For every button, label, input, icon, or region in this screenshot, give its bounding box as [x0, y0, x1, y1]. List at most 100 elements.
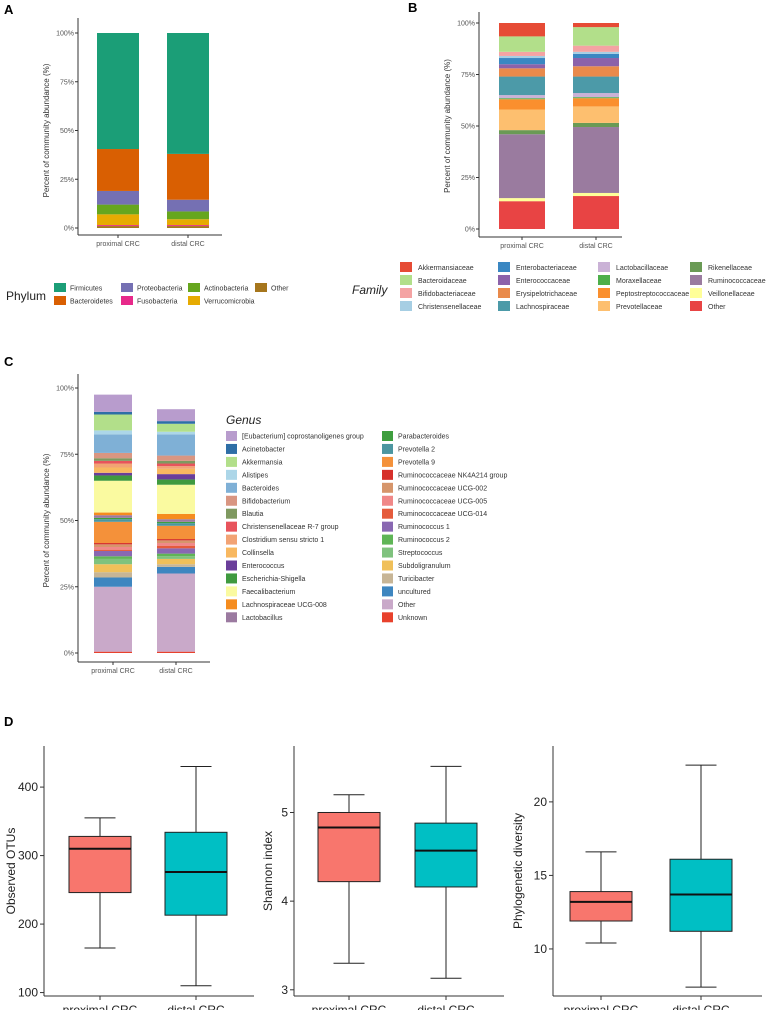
bar-segment-peptostreptococcaceae-distal-crc: [573, 98, 619, 107]
bar-segment-akkermansiaceae-distal-crc: [573, 23, 619, 28]
y-tick-label: 100%: [56, 31, 74, 38]
bar-segment-lachnospiraceae-proximal-crc: [499, 76, 545, 96]
bar-segment-ruminococcaceae-ucg-005-proximal-crc: [94, 547, 132, 550]
legend-swatch-enterobacteriaceae: [498, 262, 510, 272]
legend-label-rikenellaceae: Rikenellaceae: [708, 265, 752, 272]
y-tick-label: 50%: [60, 128, 74, 135]
legend-label-bacteroidaceae: Bacteroidaceae: [418, 278, 467, 285]
bar-segment-firmicutes-proximal-crc: [97, 33, 139, 150]
bar-segment-ruminococcaceae-nk4a214-group-proximal-crc: [94, 543, 132, 545]
legend-label-prevotella-2: Prevotella 2: [398, 446, 435, 453]
bar-segment-prevotella-2-proximal-crc: [94, 519, 132, 522]
legend-label-ruminococcaceae-nk4a214-group: Ruminococcaceae NK4A214 group: [398, 472, 507, 479]
box-proximal-crc: [317, 811, 381, 883]
legend-swatch-prevotellaceae: [598, 301, 610, 311]
bar-segment-parabacteroides-proximal-crc: [94, 517, 132, 520]
legend-swatch-unknown: [382, 612, 393, 623]
bar-segment-other-distal-crc: [573, 196, 619, 229]
legend-label-ruminococcaceae-ucg-014: Ruminococcaceae UCG-014: [398, 511, 487, 518]
bar-segment-enterococcaceae-distal-crc: [573, 58, 619, 67]
legend-label-enterococcaceae: Enterococcaceae: [516, 278, 570, 285]
y-tick-label: 100%: [56, 386, 74, 393]
legend-swatch-clostridium-sensu-stricto-1: [226, 534, 237, 545]
legend-swatch-ruminococcaceae-nk4a214-group: [382, 469, 393, 480]
bar-segment-eubacterium-coprostanoligenes-group-proximal-crc: [94, 394, 132, 412]
legend-swatch-uncultured: [382, 586, 393, 597]
y-tick-label: 75%: [461, 72, 475, 79]
bar-segment-enterococcaceae-proximal-crc: [499, 64, 545, 69]
y-tick-label: 100%: [457, 21, 475, 28]
bar-segment-ruminococcaceae-proximal-crc: [499, 134, 545, 199]
legend-swatch-christensenellaceae-r-7-group: [226, 521, 237, 532]
legend-swatch-fusobacteria: [121, 296, 133, 305]
bar-segment-veillonellaceae-distal-crc: [573, 192, 619, 197]
legend-label-bifidobacterium: Bifidobacterium: [242, 498, 290, 505]
legend-label-veillonellaceae: Veillonellaceae: [708, 291, 755, 298]
bar-segment-bacteroidetes-distal-crc: [167, 153, 209, 200]
panel-label-a: A: [4, 2, 14, 17]
bar-segment-other-distal-crc: [157, 573, 195, 652]
bar-segment-alistipes-proximal-crc: [94, 430, 132, 435]
legend-swatch-ruminococcus-1: [382, 521, 393, 532]
y-axis-title: Phylogenetic diversity: [511, 813, 525, 929]
bar-segment-lactobacillus-proximal-crc: [94, 515, 132, 518]
legend-label-akkermansiaceae: Akkermansiaceae: [418, 265, 474, 272]
bar-segment-other-proximal-crc: [499, 201, 545, 229]
bar-segment-akkermansia-distal-crc: [157, 423, 195, 432]
legend-swatch-firmicutes: [54, 283, 66, 292]
panel-c-chart: 0% 25% 50% 75% 100% Percent of community abun…: [42, 374, 507, 675]
legend-swatch-prevotella-9: [382, 456, 393, 467]
bar-segment-other-distal-crc: [167, 226, 209, 228]
y-tick-label: 400: [18, 780, 38, 794]
legend-swatch-lactobacillus: [226, 612, 237, 623]
legend-label-bacteroides: Bacteroides: [242, 485, 279, 492]
bar-segment-bacteroides-distal-crc: [157, 434, 195, 456]
bar-segment-faecalibacterium-distal-crc: [157, 484, 195, 514]
legend-swatch-lactobacillaceae: [598, 262, 610, 272]
legend-label-unknown: Unknown: [398, 615, 427, 622]
legend-swatch-blautia: [226, 508, 237, 519]
bar-segment-blautia-proximal-crc: [94, 458, 132, 461]
bar-segment-lachnospiraceae-distal-crc: [573, 76, 619, 94]
legend-swatch-akkermansiaceae: [400, 262, 412, 272]
bar-segment-peptostreptococcaceae-proximal-crc: [499, 99, 545, 110]
bar-segment-proteobacteria-distal-crc: [167, 199, 209, 212]
legend-label-enterococcus: Enterococcus: [242, 563, 285, 570]
x-tick-label: proximal CRC: [564, 1003, 639, 1010]
bar-segment-prevotella-2-distal-crc: [157, 523, 195, 526]
bar-segment-escherichia-shigella-proximal-crc: [94, 475, 132, 481]
bar-segment-prevotella-9-proximal-crc: [94, 521, 132, 544]
bar-segment-parabacteroides-distal-crc: [157, 521, 195, 524]
panel-label-c: C: [4, 354, 14, 369]
y-tick-label: 75%: [60, 79, 74, 86]
y-tick-label: 25%: [461, 175, 475, 182]
legend-swatch-eubacterium-coprostanoligenes-group: [226, 431, 237, 441]
bar-segment-prevotella-9-distal-crc: [157, 525, 195, 540]
legend-label-streptococcus: Streptococcus: [398, 550, 443, 557]
bar-segment-other-proximal-crc: [94, 586, 132, 652]
bar-segment-verrucomicrobia-proximal-crc: [97, 214, 139, 226]
bar-segment-actinobacteria-distal-crc: [167, 211, 209, 220]
y-tick-label: 10: [534, 942, 548, 956]
bar-segment-prevotellaceae-distal-crc: [573, 106, 619, 123]
legend-label-subdoligranulum: Subdoligranulum: [398, 563, 451, 570]
bar-segment-proteobacteria-proximal-crc: [97, 190, 139, 205]
legend-swatch-ruminococcaceae-ucg-002: [382, 482, 393, 493]
bar-segment-christensenellaceae-distal-crc: [573, 51, 619, 54]
y-tick-label: 4: [281, 894, 288, 908]
bar-segment-enterobacteriaceae-distal-crc: [573, 53, 619, 59]
legend-swatch-lachnospiraceae-ucg-008: [226, 599, 237, 610]
legend-label-verrucomicrobia: Verrucomicrobia: [204, 299, 255, 306]
bar-segment-fusobacteria-proximal-crc: [97, 225, 139, 227]
bar-segment-ruminococcus-1-distal-crc: [157, 548, 195, 554]
panel-b-chart: 0% 25% 50% 75% 100% Percent of community abun…: [352, 12, 766, 311]
bar-segment-moraxellaceae-proximal-crc: [499, 98, 545, 100]
bar-segment-blautia-distal-crc: [157, 460, 195, 464]
box-proximal-crc: [68, 835, 132, 894]
bar-segment-moraxellaceae-distal-crc: [573, 97, 619, 99]
bar-segment-fusobacteria-distal-crc: [167, 225, 209, 227]
legend-label-christensenellaceae: Christensenellaceae: [418, 304, 482, 311]
bar-segment-clostridium-sensu-stricto-1-proximal-crc: [94, 463, 132, 468]
bar-segment-akkermansiaceae-proximal-crc: [499, 23, 545, 37]
